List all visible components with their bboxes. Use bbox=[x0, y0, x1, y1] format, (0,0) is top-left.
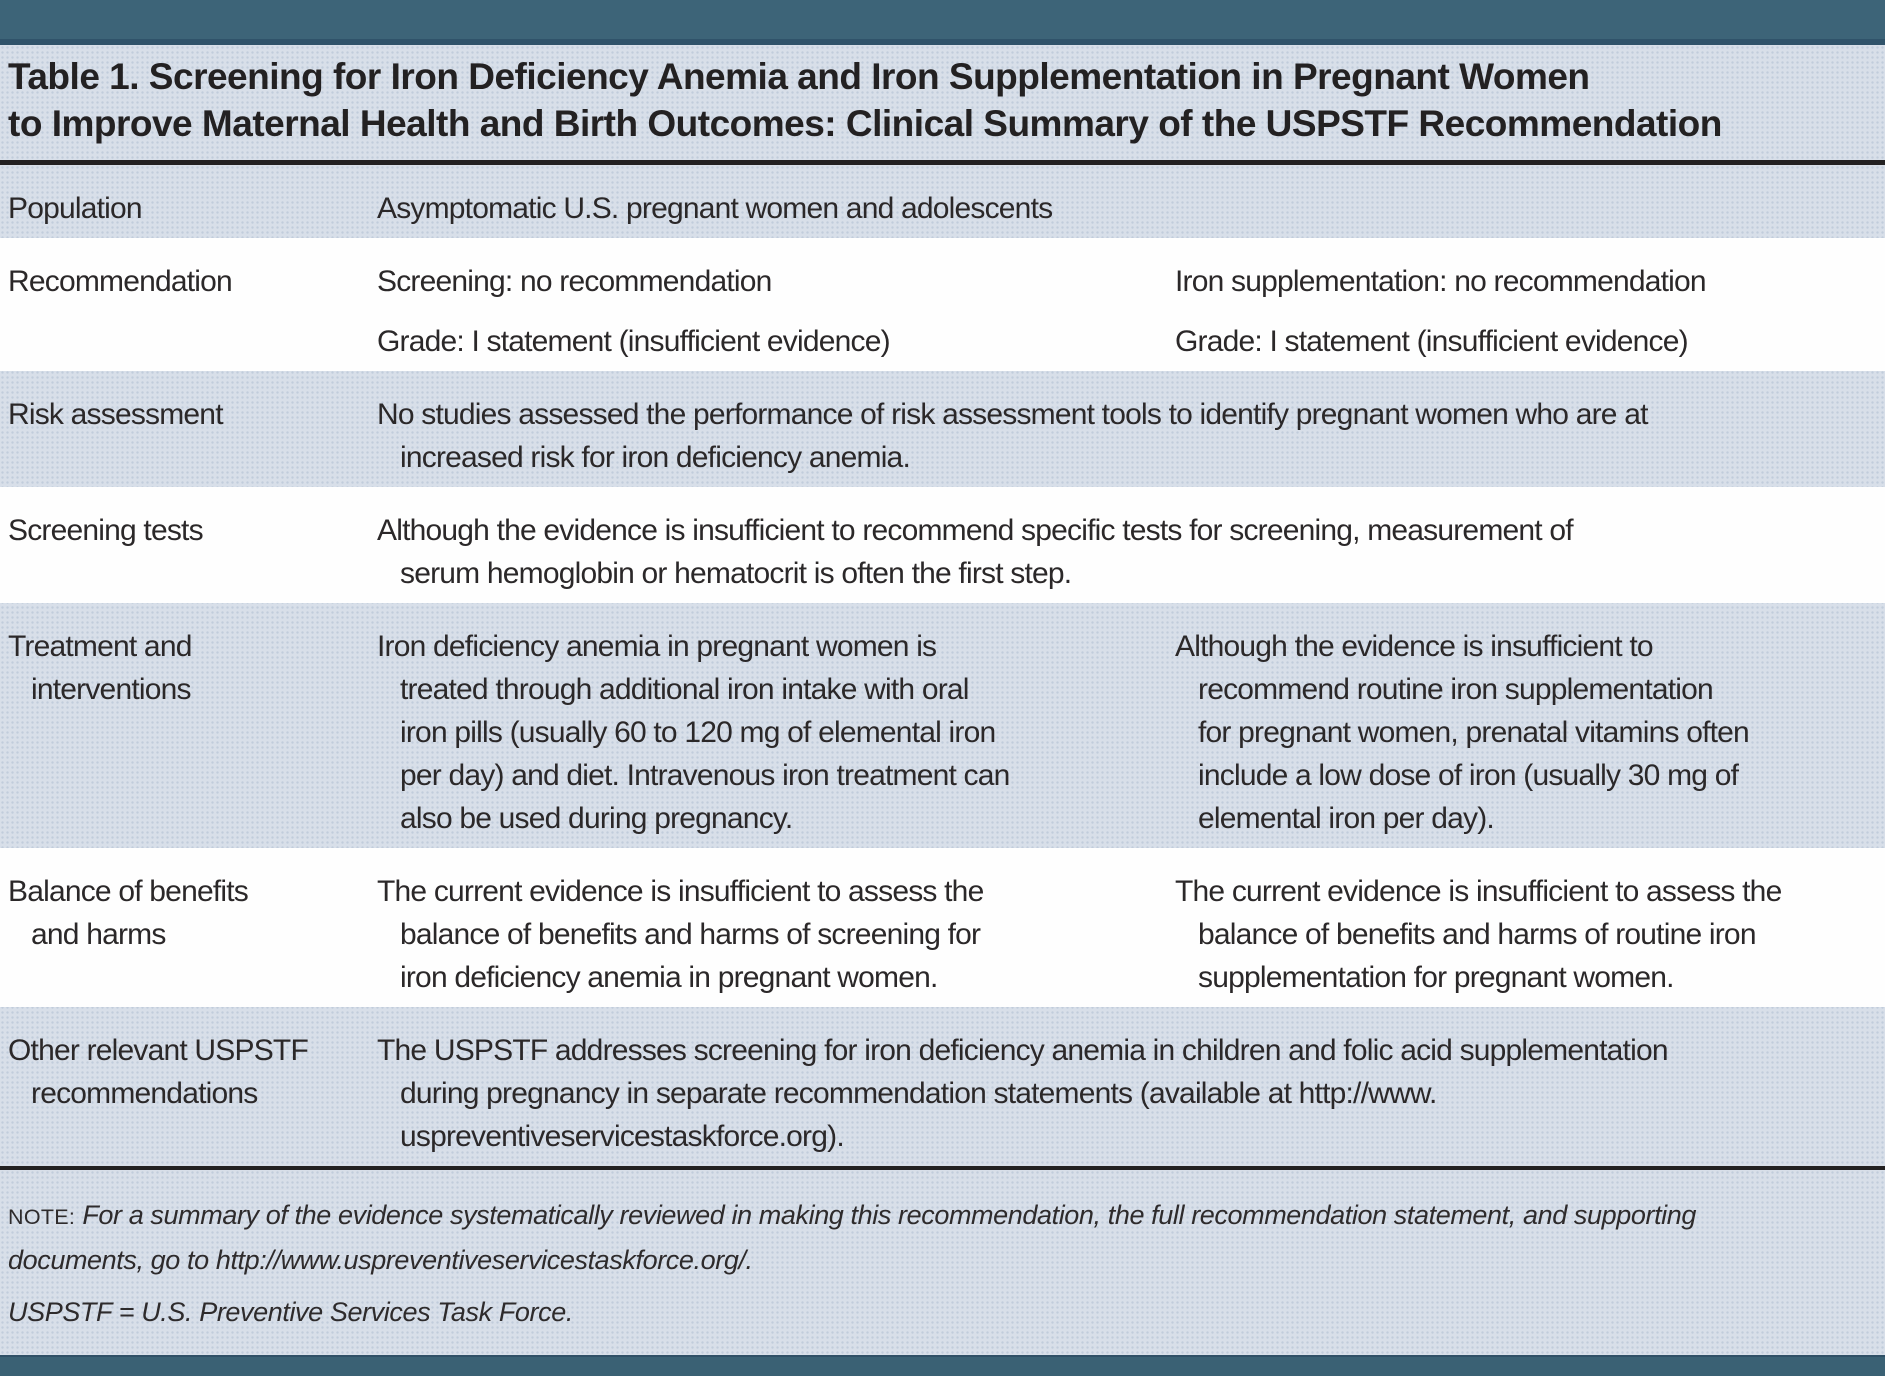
cell-screening-tests: Although the evidence is insufficient to… bbox=[377, 514, 1574, 590]
table-row-recommendation: Recommendation Screening: no recommendat… bbox=[0, 238, 1885, 371]
note-text-line-2: documents, go to http://www.uspreventive… bbox=[8, 1245, 753, 1275]
cell-recommendation-supplementation: Iron supplementation: no recommendation … bbox=[1175, 260, 1885, 363]
cell-other-uspstf-recommendations: The USPSTF addresses screening for iron … bbox=[377, 1034, 1669, 1153]
treatment-screening-text: Iron deficiency anemia in pregnant women… bbox=[377, 630, 1010, 835]
balance-screening-text: The current evidence is insufficient to … bbox=[377, 875, 984, 994]
table-row-other-uspstf-recommendations: Other relevant USPSTF recommendations The… bbox=[0, 1007, 1885, 1166]
cell-balance-screening-column: The current evidence is insufficient to … bbox=[377, 870, 1175, 999]
treatment-supplementation-text: Although the evidence is insufficient to… bbox=[1175, 630, 1750, 835]
row-label-treatment-interventions: Treatment and interventions bbox=[8, 630, 192, 706]
cell-population: Asymptomatic U.S. pregnant women and ado… bbox=[377, 192, 1053, 225]
note-text-line-1: For a summary of the evidence systematic… bbox=[82, 1200, 1697, 1230]
recommendation-supplementation-statement: Iron supplementation: no recommendation bbox=[1175, 265, 1707, 298]
recommendation-supplementation-grade: Grade: I statement (insufficient evidenc… bbox=[1175, 325, 1689, 358]
table-row-risk-assessment: Risk assessment No studies assessed the … bbox=[0, 371, 1885, 487]
cell-treatment-screening-column: Iron deficiency anemia in pregnant women… bbox=[377, 625, 1175, 840]
row-label-population: Population bbox=[8, 192, 143, 225]
recommendation-screening-statement: Screening: no recommendation bbox=[377, 265, 772, 298]
row-label-recommendation: Recommendation bbox=[8, 265, 233, 298]
cell-treatment-supplementation-column: Although the evidence is insufficient to… bbox=[1175, 625, 1885, 840]
table-row-screening-tests: Screening tests Although the evidence is… bbox=[0, 487, 1885, 603]
row-label-screening-tests: Screening tests bbox=[8, 514, 204, 547]
top-border-bar bbox=[0, 0, 1885, 45]
bottom-border-bar bbox=[0, 1355, 1885, 1376]
table-title: Table 1. Screening for Iron Deficiency A… bbox=[0, 45, 1885, 147]
note-line-1: NOTE: For a summary of the evidence syst… bbox=[8, 1194, 1877, 1239]
footnote-rule bbox=[0, 1166, 1885, 1170]
row-label-other-uspstf-recommendations: Other relevant USPSTF recommendations bbox=[8, 1034, 309, 1110]
balance-supplementation-text: The current evidence is insufficient to … bbox=[1175, 875, 1782, 994]
row-label-risk-assessment: Risk assessment bbox=[8, 398, 224, 431]
cell-recommendation-screening: Screening: no recommendation Grade: I st… bbox=[377, 260, 1175, 363]
title-rule bbox=[0, 160, 1885, 165]
cell-balance-supplementation-column: The current evidence is insufficient to … bbox=[1175, 870, 1885, 999]
recommendation-screening-grade: Grade: I statement (insufficient evidenc… bbox=[377, 325, 891, 358]
table-row-balance-benefits-harms: Balance of benefits and harms The current… bbox=[0, 848, 1885, 1007]
table-title-line-2: to Improve Maternal Health and Birth Out… bbox=[8, 103, 1722, 144]
cell-risk-assessment: No studies assessed the performance of r… bbox=[377, 398, 1648, 474]
table-row-treatment-interventions: Treatment and interventions Iron deficien… bbox=[0, 603, 1885, 848]
footnotes: NOTE: For a summary of the evidence syst… bbox=[0, 1170, 1885, 1334]
table-row-population: Population Asymptomatic U.S. pregnant wo… bbox=[0, 165, 1885, 238]
note-label: NOTE: bbox=[8, 1205, 76, 1229]
row-label-balance-benefits-harms: Balance of benefits and harms bbox=[8, 875, 249, 951]
abbreviation-note: USPSTF = U.S. Preventive Services Task F… bbox=[8, 1297, 573, 1327]
table-title-line-1: Table 1. Screening for Iron Deficiency A… bbox=[8, 56, 1590, 97]
